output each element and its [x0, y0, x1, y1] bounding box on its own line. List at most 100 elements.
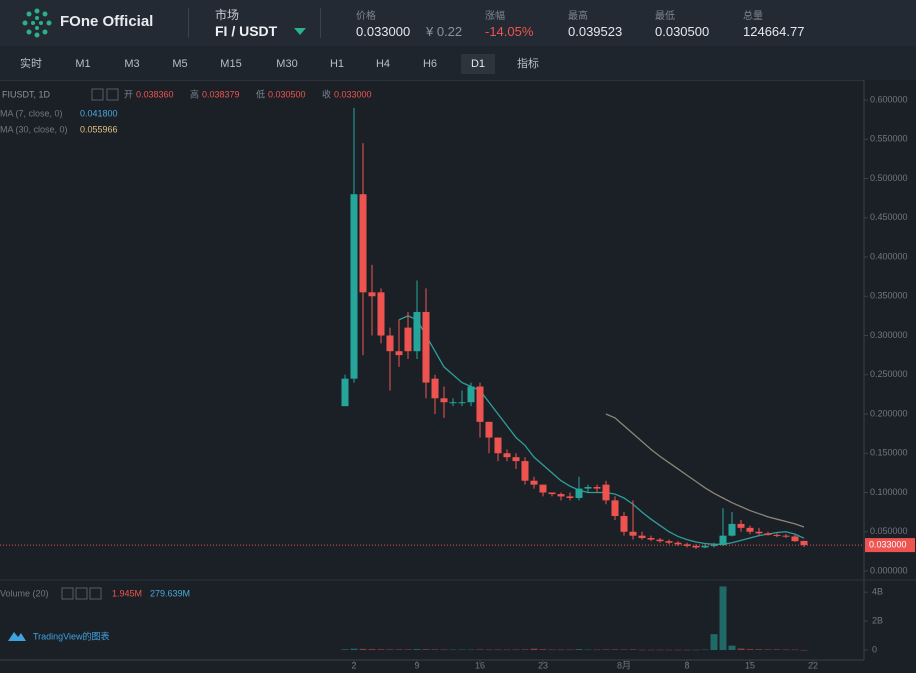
- candle-body: [800, 540, 808, 546]
- volume-bar: [539, 649, 547, 650]
- tab[interactable]: H4: [375, 58, 391, 70]
- ma-value: 0.041800: [80, 108, 118, 118]
- x-tick-label: 16: [475, 660, 485, 670]
- market-label: 市场: [215, 8, 240, 22]
- tab[interactable]: M15: [220, 58, 242, 70]
- tab[interactable]: M30: [276, 58, 298, 70]
- stat-extra: ¥ 0.22: [426, 24, 463, 39]
- pair[interactable]: FI / USDT: [215, 23, 278, 39]
- candle-body: [674, 542, 682, 545]
- y-tick-label: 0.450000: [870, 212, 908, 222]
- candle-body: [377, 292, 385, 336]
- tab[interactable]: D1: [461, 54, 495, 74]
- y-tick-label: 0.000000: [870, 565, 908, 575]
- tv-logo: [8, 632, 26, 641]
- candle-body: [350, 194, 358, 379]
- volume-bar: [566, 649, 574, 651]
- ma-name: MA (7, close, 0): [0, 108, 63, 118]
- candle-body: [422, 311, 430, 383]
- tab[interactable]: H1: [329, 58, 345, 70]
- candle-body: [548, 492, 556, 495]
- candle-body: [449, 402, 457, 404]
- header: FOne Official 市场 FI / USDT 价格 0.033000 ¥ 0…: [0, 0, 916, 46]
- tab[interactable]: 指标: [517, 58, 539, 70]
- stat-label: 最低: [655, 11, 675, 22]
- candle-body: [728, 523, 736, 536]
- legend-icon: [91, 88, 104, 101]
- price-tag: [865, 538, 915, 553]
- logo: [22, 8, 52, 38]
- stat-value: -14.05%: [485, 24, 534, 39]
- volume-bar: [719, 586, 727, 650]
- y-tick-label: 0.350000: [870, 291, 908, 301]
- candle-body: [656, 539, 664, 542]
- volume-icon: [89, 587, 102, 600]
- volume-bar: [350, 648, 358, 650]
- tab[interactable]: H6: [422, 58, 438, 70]
- x-tick-label: 8月: [617, 660, 631, 670]
- ma-value: 0.055966: [80, 124, 118, 134]
- volume-bar: [674, 649, 682, 651]
- volume-bar: [593, 649, 601, 651]
- ma-line: [605, 413, 805, 528]
- y-tick-label: 0.200000: [870, 408, 908, 418]
- candle-body: [719, 535, 727, 546]
- dropdown-arrow[interactable]: [294, 28, 306, 36]
- x-tick-label: 23: [538, 660, 548, 670]
- y-tick-label: 0.050000: [870, 526, 908, 536]
- legend-value: 0.038379: [202, 89, 240, 99]
- tab[interactable]: 实时: [20, 58, 42, 70]
- candle-body: [575, 488, 583, 498]
- stat-value: 0.033000: [356, 24, 411, 39]
- volume-bar: [359, 648, 367, 650]
- candle-body: [557, 494, 565, 497]
- legend-symbol: FIUSDT, 1D: [2, 89, 51, 99]
- candle-body: [593, 487, 601, 489]
- volume-bar: [449, 649, 457, 651]
- brand: FOne Official: [60, 13, 154, 30]
- tab[interactable]: M1: [75, 58, 91, 70]
- tab[interactable]: M3: [124, 58, 140, 70]
- candle-body: [701, 545, 709, 548]
- candle-body: [431, 378, 439, 399]
- volume-bar: [764, 649, 772, 650]
- candle-body: [764, 533, 772, 535]
- candle-body: [773, 534, 781, 536]
- volume-bar: [413, 649, 421, 650]
- candle-body: [341, 378, 349, 407]
- volume-bar: [503, 649, 511, 651]
- y-tick-label: 0.300000: [870, 330, 908, 340]
- volume-bar: [800, 649, 808, 651]
- candle-body: [791, 536, 799, 542]
- volume-bar: [773, 649, 781, 650]
- volume-bar: [665, 649, 673, 651]
- legend-label: 低: [256, 88, 265, 99]
- volume-bar: [422, 649, 430, 650]
- candle-body: [440, 398, 448, 403]
- volume-bar: [575, 649, 583, 650]
- candle-body: [494, 437, 502, 454]
- price-axis-bg: [864, 80, 916, 673]
- candle-body: [638, 535, 646, 539]
- volume-tick-label: 4B: [872, 587, 883, 597]
- volume-bar: [431, 649, 439, 650]
- volume-bar: [440, 649, 448, 651]
- candle-body: [359, 194, 367, 293]
- watermark: TradingView的图表: [33, 630, 110, 641]
- volume-bar: [404, 649, 412, 650]
- volume-tick-label: 0: [872, 644, 877, 654]
- candle-body: [413, 311, 421, 352]
- candle-body: [503, 453, 511, 458]
- volume-bar: [395, 649, 403, 650]
- candle-body: [746, 527, 754, 532]
- volume-bar: [791, 649, 799, 651]
- candle-body: [404, 327, 412, 352]
- volume-bar: [629, 649, 637, 650]
- stat-value: 124664.77: [743, 24, 805, 39]
- volume-bar: [512, 649, 520, 651]
- volume-bar: [476, 649, 484, 650]
- volume-bar: [557, 649, 565, 651]
- tab[interactable]: M5: [172, 58, 188, 70]
- candle-body: [485, 421, 493, 438]
- volume-title: Volume (20): [0, 588, 49, 598]
